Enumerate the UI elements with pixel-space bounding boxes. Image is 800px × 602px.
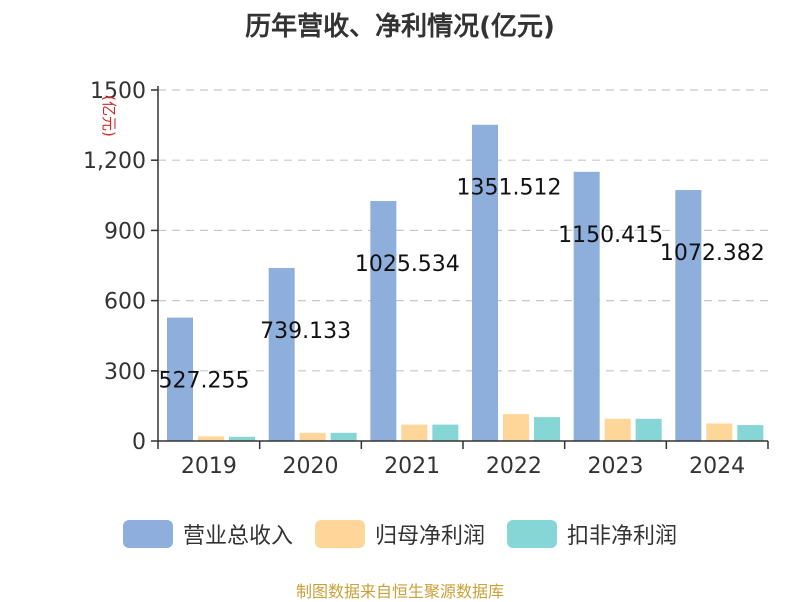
legend-item-1[interactable]: 营业总收入 xyxy=(122,518,293,550)
bar-2-2023 xyxy=(604,418,631,441)
x-tick-label: 2021 xyxy=(384,454,440,479)
legend: 营业总收入 归母净利润 扣非净利润 xyxy=(0,518,800,550)
bar-1-2022 xyxy=(472,124,498,442)
y-tick-label: 900 xyxy=(104,219,146,244)
legend-item-3[interactable]: 扣非净利润 xyxy=(507,518,677,550)
bar-1-2020 xyxy=(268,268,295,441)
y-axis-unit-label: (亿元) xyxy=(100,95,118,137)
data-label: 527.255 xyxy=(159,369,250,394)
legend-label: 归母净利润 xyxy=(374,524,485,549)
legend-swatch xyxy=(122,520,173,548)
x-tick-label: 2020 xyxy=(283,454,339,479)
bar-2-2019 xyxy=(198,436,224,441)
data-label: 739.133 xyxy=(260,319,351,344)
chart-title: 历年营收、净利情况(亿元) xyxy=(245,12,555,42)
x-tick-label: 2024 xyxy=(689,454,745,479)
legend-label: 营业总收入 xyxy=(182,524,293,549)
y-tick-label: 300 xyxy=(104,360,146,385)
x-tick-label: 2023 xyxy=(588,454,644,479)
y-tick-label: 1500 xyxy=(90,79,146,104)
bar-3-2022 xyxy=(534,417,560,441)
y-tick-label: 600 xyxy=(104,290,146,315)
bar-1-2023 xyxy=(573,171,600,441)
y-tick-label: 0 xyxy=(132,430,146,455)
data-label: 1351.512 xyxy=(457,176,562,201)
bar-3-2021 xyxy=(432,424,459,441)
bar-3-2019 xyxy=(229,436,255,441)
bar-1-2021 xyxy=(370,201,397,441)
bar-2-2024 xyxy=(706,423,733,441)
data-source-note: 制图数据来自恒生聚源数据库 xyxy=(295,582,504,601)
data-label: 1025.534 xyxy=(355,252,460,277)
y-tick-label: 1,200 xyxy=(83,149,146,174)
legend-swatch xyxy=(507,520,557,548)
legend-swatch xyxy=(314,520,365,548)
bar-3-2024 xyxy=(737,425,764,441)
data-label: 1150.415 xyxy=(558,223,663,248)
bar-3-2020 xyxy=(330,432,357,441)
bar-2-2021 xyxy=(401,424,428,441)
bar-2-2022 xyxy=(503,414,529,441)
bar-1-2019 xyxy=(167,317,193,441)
data-label: 1072.382 xyxy=(660,241,765,266)
legend-item-2[interactable]: 归母净利润 xyxy=(314,518,485,550)
legend-label: 扣非净利润 xyxy=(567,524,678,549)
x-tick-label: 2019 xyxy=(181,454,237,479)
bar-2-2020 xyxy=(299,432,326,441)
bar-3-2023 xyxy=(635,418,662,441)
x-tick-label: 2022 xyxy=(486,454,542,479)
bar-1-2024 xyxy=(675,190,702,441)
